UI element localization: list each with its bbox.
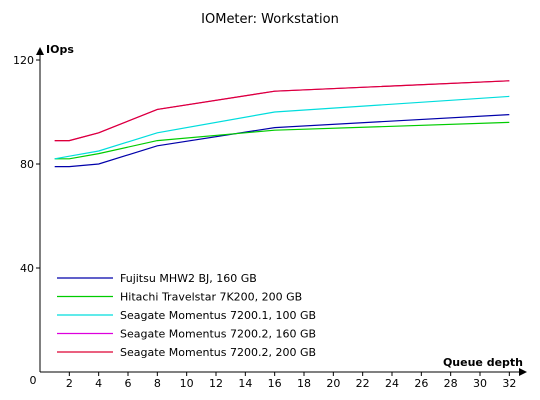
y-tick-label: 80 bbox=[20, 158, 34, 171]
x-tick-label: 6 bbox=[125, 377, 132, 390]
x-tick-label: 22 bbox=[356, 377, 370, 390]
x-tick-label: 10 bbox=[180, 377, 194, 390]
y-axis-label: IOps bbox=[46, 43, 74, 56]
series-line-4 bbox=[54, 80, 510, 142]
legend-label-2: Hitachi Travelstar 7K200, 200 GB bbox=[120, 291, 302, 304]
x-tick-label: 30 bbox=[473, 377, 487, 390]
y-axis-arrow bbox=[36, 47, 44, 55]
x-tick-label: 28 bbox=[444, 377, 458, 390]
x-tick-label: 8 bbox=[154, 377, 161, 390]
x-tick-label: 16 bbox=[268, 377, 282, 390]
x-tick-label: 18 bbox=[297, 377, 311, 390]
x-origin-label: 0 bbox=[30, 374, 37, 387]
x-tick-label: 4 bbox=[95, 377, 102, 390]
legend-label-1: Fujitsu MHW2 BJ, 160 GB bbox=[120, 272, 257, 285]
y-tick-label: 120 bbox=[13, 54, 34, 67]
chart-title: IOMeter: Workstation bbox=[201, 12, 339, 27]
series-line-3 bbox=[54, 95, 510, 160]
series-line-1 bbox=[54, 114, 510, 168]
x-tick-label: 24 bbox=[385, 377, 399, 390]
legend-label-5: Seagate Momentus 7200.2, 200 GB bbox=[120, 346, 316, 359]
x-tick-label: 14 bbox=[238, 377, 252, 390]
x-tick-label: 12 bbox=[209, 377, 223, 390]
series-layer bbox=[54, 80, 510, 168]
x-tick-label: 20 bbox=[326, 377, 340, 390]
series-line-5 bbox=[54, 80, 510, 142]
x-axis-label: Queue depth bbox=[443, 356, 523, 369]
legend: Fujitsu MHW2 BJ, 160 GB Hitachi Travelsta… bbox=[57, 272, 316, 359]
x-tick-label: 32 bbox=[502, 377, 516, 390]
x-tick-label: 26 bbox=[414, 377, 428, 390]
y-tick-label: 40 bbox=[20, 262, 34, 275]
series-line-2 bbox=[54, 121, 510, 160]
x-tick-label: 2 bbox=[66, 377, 73, 390]
legend-label-3: Seagate Momentus 7200.1, 100 GB bbox=[120, 309, 316, 322]
x-axis-arrow bbox=[519, 368, 527, 376]
legend-label-4: Seagate Momentus 7200.2, 160 GB bbox=[120, 328, 316, 341]
